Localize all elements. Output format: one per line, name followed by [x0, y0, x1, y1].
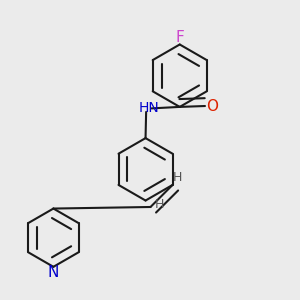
Text: O: O — [206, 98, 218, 113]
Text: HN: HN — [138, 101, 159, 115]
Text: F: F — [175, 30, 184, 45]
Text: H: H — [155, 198, 164, 211]
Text: H: H — [173, 171, 183, 184]
Text: N: N — [48, 265, 59, 280]
